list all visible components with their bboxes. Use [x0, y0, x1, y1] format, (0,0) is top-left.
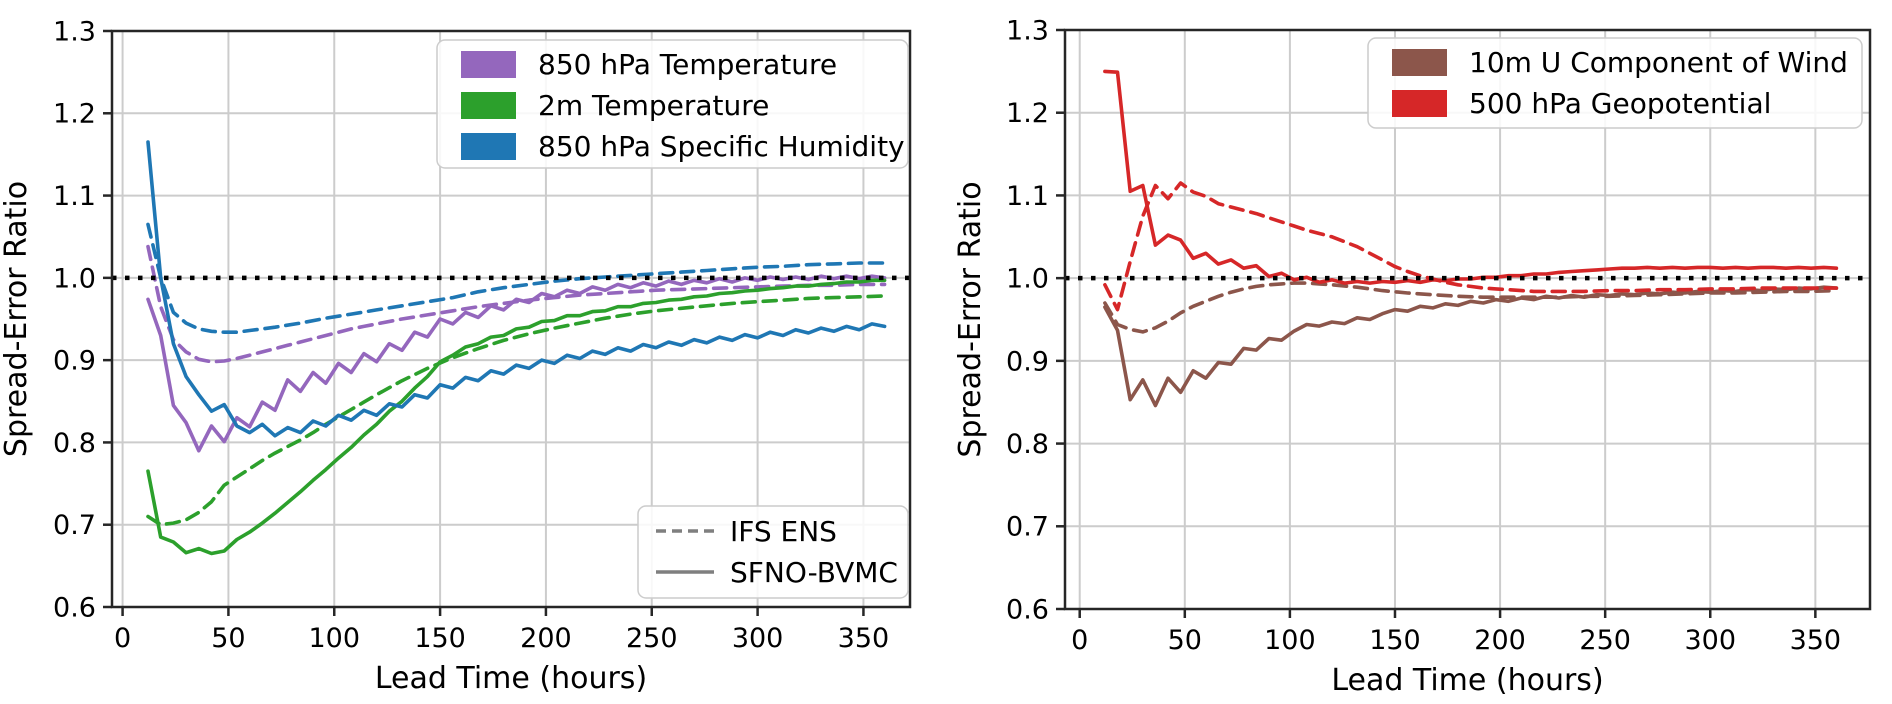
- legend-variables: 850 hPa Temperature 2m Temperature 850 hPa…: [436, 39, 909, 169]
- y-tick-label-1: 1.0: [53, 263, 96, 294]
- x-tick-label-200: 200: [1474, 625, 1526, 656]
- x-axis-label: Lead Time (hours): [375, 661, 647, 696]
- series-850-hpa-temperature-sfno-bvmc: [146, 274, 887, 453]
- legend-label-ifs-ens: IFS ENS: [730, 515, 837, 548]
- x-tick-label-350: 350: [1790, 625, 1842, 656]
- series-850-hpa-specific-humidity-sfno-bvmc: [146, 140, 887, 438]
- series-2m-temperature-sfno-bvmc: [146, 278, 887, 556]
- y-tick-label-1.1: 1.1: [1006, 181, 1049, 212]
- x-tick-label-100: 100: [308, 623, 360, 654]
- y-tick-label-1.2: 1.2: [53, 99, 96, 130]
- y-tick-label-0.6: 0.6: [1006, 594, 1049, 625]
- y-axis-label: Spread-Error Ratio: [953, 181, 988, 457]
- y-tick-label-0.7: 0.7: [1006, 512, 1049, 543]
- x-tick-label-300: 300: [732, 623, 784, 654]
- y-tick-label-0.6: 0.6: [53, 592, 96, 623]
- y-tick-label-0.9: 0.9: [53, 346, 96, 377]
- legend-swatch-850-hpa-specific-humidity: [461, 133, 516, 160]
- series-850-hpa-temperature-ifs-ens: [146, 244, 887, 364]
- x-tick-label-50: 50: [1168, 625, 1202, 656]
- right-plot: 0 50 100 150 200 250 300 350 0.6 0.7 0.8 0.9 1.0 1.1 1…: [953, 15, 1872, 698]
- ticks: 0 50 100 150 200 250 300 350 0.6 0.7 0.8 0.9 1.0 1.1 1…: [53, 16, 889, 654]
- legend-swatch-10m-u-component-of-wind: [1392, 49, 1447, 76]
- x-axis-label: Lead Time (hours): [1331, 663, 1603, 698]
- legend-item-850-hpa-specific-humidity: 850 hPa Specific Humidity: [461, 130, 905, 163]
- x-tick-label-300: 300: [1684, 625, 1736, 656]
- legend-label-500-hpa-geopotential: 500 hPa Geopotential: [1469, 87, 1771, 120]
- series-500-hpa-geopotential-ifs-ens: [1103, 181, 1839, 312]
- y-tick-label-1.1: 1.1: [53, 181, 96, 212]
- legend-label-2m-temperature: 2m Temperature: [538, 89, 769, 122]
- y-axis-label: Spread-Error Ratio: [0, 181, 34, 457]
- legend-variables: 10m U Component of Wind 500 hPa Geopotent…: [1367, 37, 1863, 129]
- x-tick-label-50: 50: [211, 623, 245, 654]
- x-tick-label-0: 0: [114, 623, 131, 654]
- y-tick-label-1: 1.0: [1006, 264, 1049, 295]
- y-tick-label-0.8: 0.8: [1006, 429, 1049, 460]
- legend-swatch-850-hpa-temperature: [461, 51, 516, 78]
- y-tick-label-0.8: 0.8: [53, 428, 96, 459]
- legend-box: [436, 39, 909, 169]
- y-tick-label-0.9: 0.9: [1006, 346, 1049, 377]
- x-tick-label-150: 150: [1369, 625, 1421, 656]
- legend-item-2m-temperature: 2m Temperature: [461, 89, 769, 122]
- legend-label-sfno-bvmc: SFNO-BVMC: [730, 556, 898, 589]
- axes-frame: [110, 29, 912, 609]
- legend-label-10m-u-component-of-wind: 10m U Component of Wind: [1469, 46, 1848, 79]
- legend-label-850-hpa-temperature: 850 hPa Temperature: [538, 48, 837, 81]
- x-tick-label-100: 100: [1264, 625, 1316, 656]
- legend-swatch-500-hpa-geopotential: [1392, 90, 1447, 117]
- y-tick-label-1.3: 1.3: [53, 16, 96, 47]
- x-tick-label-250: 250: [1579, 625, 1631, 656]
- y-tick-label-1.3: 1.3: [1006, 15, 1049, 46]
- axes-frame: [1063, 28, 1872, 611]
- ticks: 0 50 100 150 200 250 300 350 0.6 0.7 0.8 0.9 1.0 1.1 1…: [1006, 15, 1841, 656]
- legend-item-850-hpa-temperature: 850 hPa Temperature: [461, 48, 837, 81]
- legend-item-10m-u-component-of-wind: 10m U Component of Wind: [1392, 46, 1848, 79]
- left-plot: 0 50 100 150 200 250 300 350 0.6 0.7 0.8 0.9 1.0 1.1 1…: [0, 16, 912, 696]
- x-tick-label-200: 200: [520, 623, 572, 654]
- x-tick-label-0: 0: [1071, 625, 1088, 656]
- legend-box: [637, 505, 909, 599]
- legend-swatch-2m-temperature: [461, 92, 516, 119]
- x-tick-label-150: 150: [414, 623, 466, 654]
- series-10m-u-component-of-wind-sfno-bvmc: [1103, 285, 1839, 408]
- legend-item-sfno-bvmc: SFNO-BVMC: [656, 556, 898, 589]
- legend-models: IFS ENS SFNO-BVMC: [637, 505, 909, 599]
- series-2m-temperature-ifs-ens: [146, 294, 887, 527]
- x-tick-label-250: 250: [626, 623, 678, 654]
- legend-label-850-hpa-specific-humidity: 850 hPa Specific Humidity: [538, 130, 905, 163]
- x-tick-label-350: 350: [838, 623, 890, 654]
- legend-item-ifs-ens: IFS ENS: [656, 515, 837, 548]
- legend-box: [1367, 37, 1863, 129]
- y-tick-label-0.7: 0.7: [53, 510, 96, 541]
- series-850-hpa-specific-humidity-ifs-ens: [146, 222, 887, 335]
- legend-item-500-hpa-geopotential: 500 hPa Geopotential: [1392, 87, 1771, 120]
- y-tick-label-1.2: 1.2: [1006, 98, 1049, 129]
